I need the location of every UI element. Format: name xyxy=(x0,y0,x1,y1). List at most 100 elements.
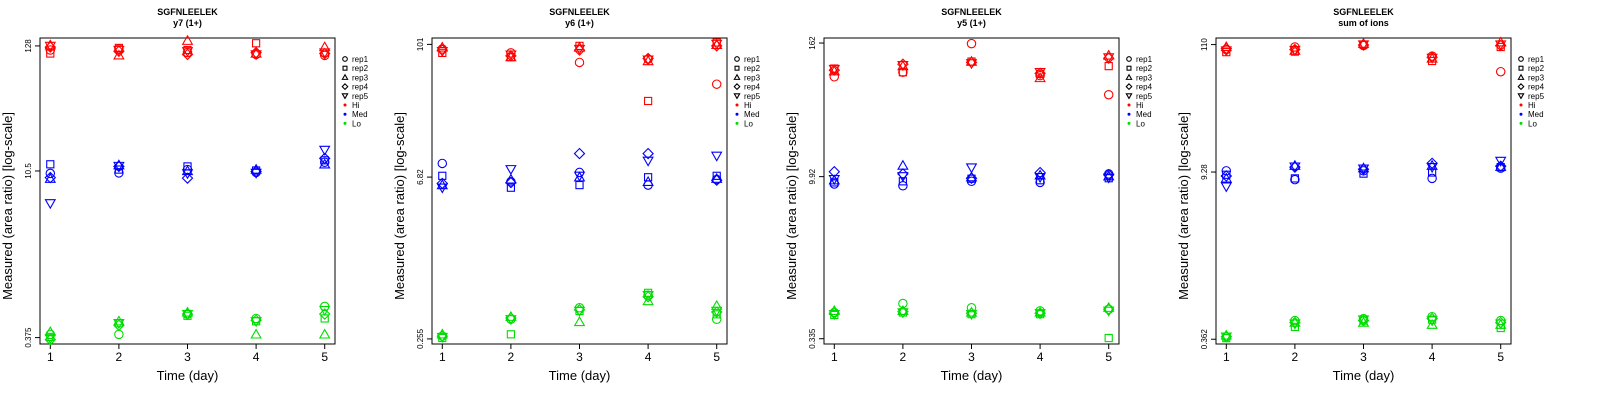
legend-marker xyxy=(733,83,741,91)
point-med-rep5 xyxy=(1102,173,1115,184)
point-lo-rep5 xyxy=(436,332,449,343)
x-tick-label: 5 xyxy=(1105,350,1112,364)
y-tick-label: 0.375 xyxy=(24,327,33,348)
legend-label: rep3 xyxy=(352,73,369,82)
legend-label: Lo xyxy=(1528,119,1537,128)
legend-marker xyxy=(1518,56,1524,62)
legend-label: Lo xyxy=(1136,119,1145,128)
chart-title: SGFNLEELEK xyxy=(1333,7,1394,17)
legend-label: rep4 xyxy=(352,83,369,92)
x-tick-label: 1 xyxy=(831,350,838,364)
legend-label: rep5 xyxy=(1136,92,1153,101)
point-med-rep2 xyxy=(643,173,653,182)
x-axis-label: Time (day) xyxy=(1333,368,1395,383)
legend-marker xyxy=(735,112,739,116)
legend-marker xyxy=(1127,112,1131,116)
legend-marker xyxy=(1127,121,1131,125)
point-lo-rep3 xyxy=(1034,306,1046,317)
point-med-rep4 xyxy=(1494,160,1507,172)
point-med-rep5 xyxy=(1494,156,1507,167)
plot-frame xyxy=(1215,37,1512,345)
point-med-rep4 xyxy=(828,165,841,178)
legend-label: rep5 xyxy=(744,92,761,101)
point-med-rep5 xyxy=(181,169,194,180)
point-lo-rep5 xyxy=(1034,309,1046,320)
point-hi-rep5 xyxy=(573,44,586,55)
x-axis-label: Time (day) xyxy=(157,368,219,383)
x-tick-label: 1 xyxy=(47,350,54,364)
point-lo-rep5 xyxy=(1426,316,1438,327)
point-hi-rep1 xyxy=(114,44,124,54)
x-tick-label: 3 xyxy=(968,350,975,364)
legend-label: rep5 xyxy=(352,92,369,101)
x-tick-label: 2 xyxy=(900,350,907,364)
point-hi-rep5 xyxy=(1034,68,1046,79)
legend-label: rep4 xyxy=(1528,83,1545,92)
point-med-rep1 xyxy=(1221,166,1232,176)
point-lo-rep3 xyxy=(318,328,331,339)
chart-subtitle: y5 (1+) xyxy=(957,18,986,28)
legend-marker xyxy=(342,65,348,71)
point-hi-rep2 xyxy=(643,96,653,106)
point-lo-rep5 xyxy=(828,309,841,321)
legend-label: rep1 xyxy=(352,55,369,64)
point-hi-rep1 xyxy=(574,57,585,68)
legend-label: rep1 xyxy=(1136,55,1153,64)
legend-label: rep4 xyxy=(1136,83,1153,92)
point-lo-rep3 xyxy=(573,316,586,327)
y-tick-label: 9.28 xyxy=(1200,164,1209,180)
point-med-rep5 xyxy=(828,175,841,186)
point-med-rep5 xyxy=(1034,173,1046,184)
point-lo-rep5 xyxy=(318,305,331,317)
point-lo-rep5 xyxy=(250,317,262,328)
legend-label: Med xyxy=(1136,110,1152,119)
y-tick-label: 9.92 xyxy=(808,168,817,184)
point-hi-rep1 xyxy=(1103,89,1114,100)
point-med-rep3 xyxy=(318,158,331,169)
y-tick-label: 10.5 xyxy=(24,163,33,179)
point-hi-rep5 xyxy=(965,59,978,70)
point-lo-rep3 xyxy=(642,295,654,306)
point-lo-rep1 xyxy=(1103,304,1114,315)
legend-marker xyxy=(1519,121,1523,125)
x-tick-label: 1 xyxy=(1223,350,1230,364)
point-lo-rep5 xyxy=(505,315,517,326)
point-hi-rep3 xyxy=(1034,72,1046,83)
chart-title: SGFNLEELEK xyxy=(941,7,1002,17)
legend-label: rep2 xyxy=(1528,64,1545,73)
point-med-rep3 xyxy=(1494,160,1507,171)
point-lo-rep5 xyxy=(113,319,125,330)
point-hi-rep1 xyxy=(1035,70,1045,81)
legend-marker xyxy=(733,73,741,80)
point-hi-rep5 xyxy=(1220,46,1233,57)
point-med-rep5 xyxy=(1426,162,1438,174)
legend-label: Hi xyxy=(744,101,752,110)
point-lo-rep1 xyxy=(898,298,908,309)
point-med-rep4 xyxy=(1034,166,1046,179)
plot-frame xyxy=(39,37,336,345)
point-hi-rep5 xyxy=(642,55,654,66)
y-tick-label: 6.82 xyxy=(416,169,425,185)
point-med-rep4 xyxy=(965,172,978,185)
legend-marker xyxy=(1517,83,1525,91)
chart-title: SGFNLEELEK xyxy=(157,7,218,17)
x-axis-label: Time (day) xyxy=(549,368,611,383)
point-med-rep2 xyxy=(506,183,516,192)
legend-marker xyxy=(734,56,740,62)
point-hi-rep5 xyxy=(250,50,262,61)
point-lo-rep2 xyxy=(1290,322,1300,332)
legend-label: rep2 xyxy=(1136,64,1153,73)
point-med-rep4 xyxy=(573,147,586,160)
legend-marker xyxy=(1125,93,1133,100)
point-med-rep1 xyxy=(1427,173,1437,184)
point-hi-rep5 xyxy=(828,64,841,76)
point-lo-rep4 xyxy=(318,308,331,320)
legend-marker xyxy=(733,93,741,100)
y-tick-label: 162 xyxy=(808,36,817,50)
point-med-rep5 xyxy=(113,161,125,172)
point-hi-rep5 xyxy=(44,41,57,52)
point-lo-rep4 xyxy=(113,319,125,332)
